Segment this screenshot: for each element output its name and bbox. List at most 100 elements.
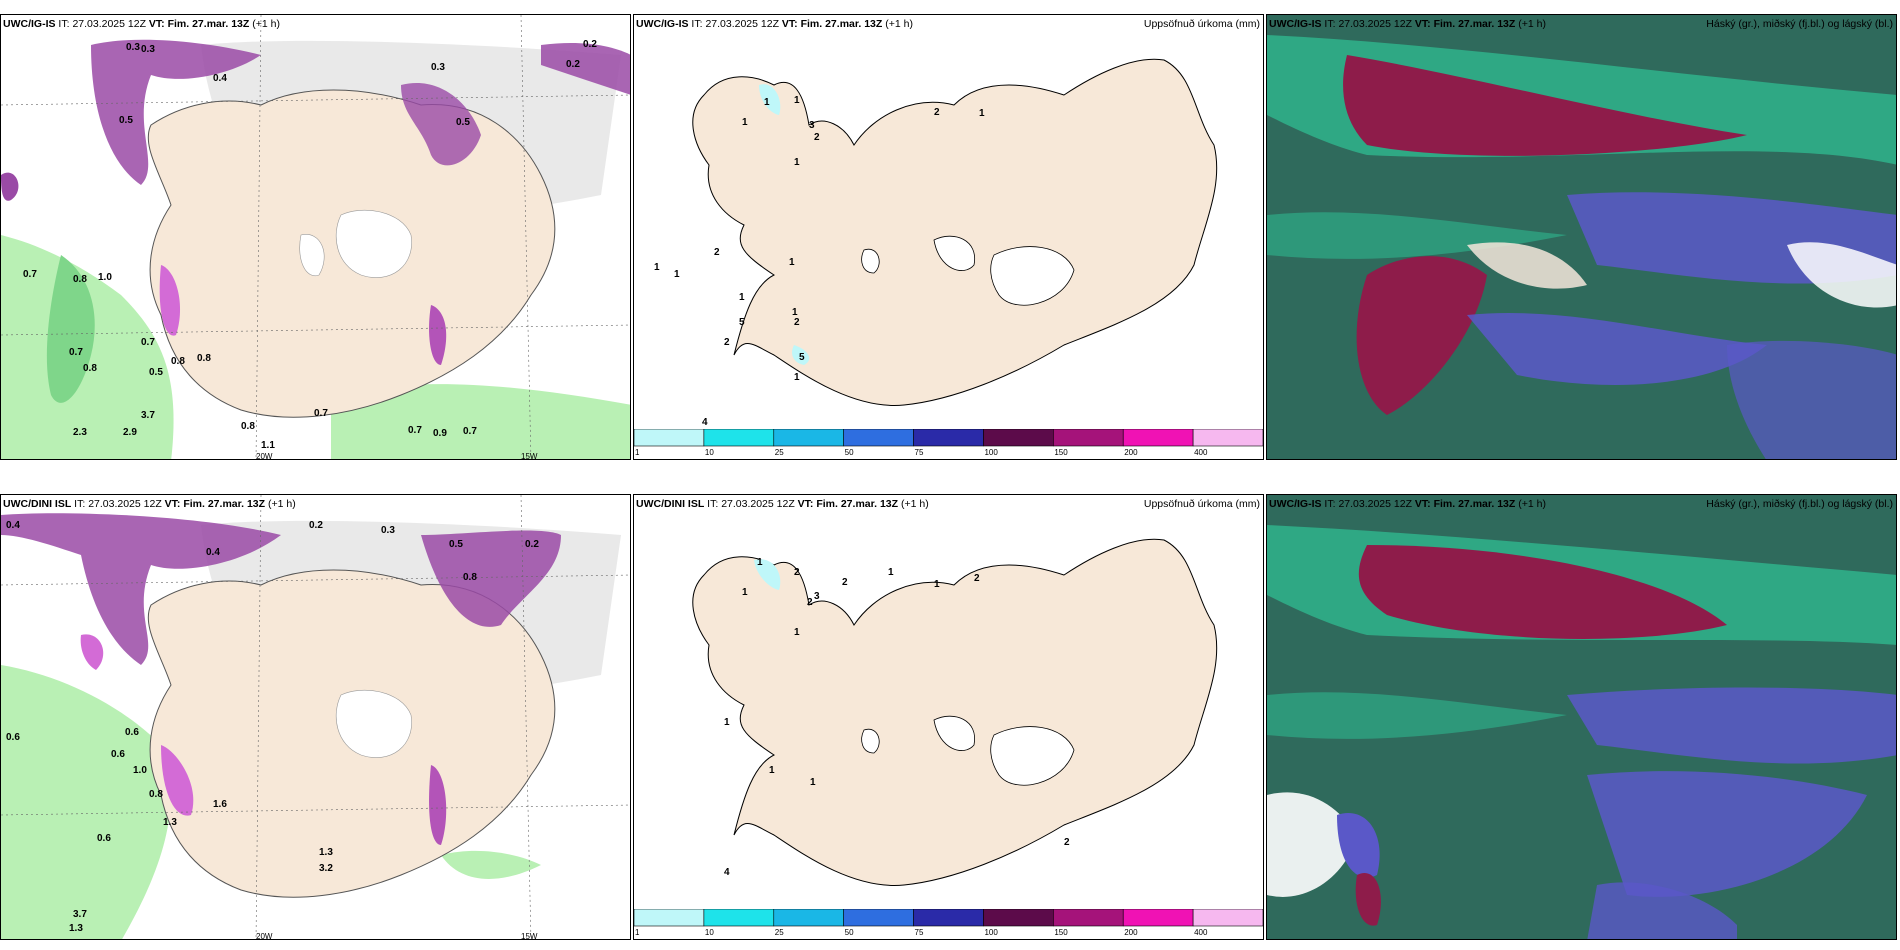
precip-number: 2	[807, 597, 813, 608]
colorbar-swatch	[983, 429, 1054, 447]
colorbar-tick: 200	[1124, 448, 1138, 457]
value-label: 0.8	[171, 356, 185, 367]
value-label: 3.7	[141, 410, 155, 421]
value-label: 1.3	[163, 817, 177, 828]
precip-number: 1	[934, 579, 940, 590]
colorbar-tick: 1	[635, 928, 640, 937]
panel-title: UWC/DINI ISL IT: 27.03.2025 12Z VT: Fim.…	[636, 498, 929, 510]
value-label: 0.6	[97, 833, 111, 844]
precip-number: 1	[674, 269, 680, 280]
value-label: 0.3	[141, 44, 155, 55]
value-label: 0.2	[566, 59, 580, 70]
value-label: 0.5	[119, 115, 133, 126]
lon-label: 20W	[256, 452, 273, 460]
lon-label: 20W	[256, 932, 273, 940]
value-label: 1.0	[133, 765, 147, 776]
panel-variable-label: Uppsöfnuð úrkoma (mm)	[1143, 18, 1260, 30]
colorbar-tick: 10	[705, 448, 714, 457]
precip-number: 2	[724, 337, 730, 348]
value-label: 0.9	[433, 428, 447, 439]
colorbar-tick: 75	[915, 448, 924, 457]
colorbar-swatch	[773, 429, 844, 447]
colorbar-tick: 200	[1124, 928, 1138, 937]
colorbar-tick: 100	[984, 448, 998, 457]
value-label: 0.6	[111, 749, 125, 760]
colorbar-tick: 75	[915, 928, 924, 937]
colorbar-tick: 50	[845, 448, 854, 457]
panel-snow-dini: 0.4 0.2 0.3 0.4 0.2 0.5 0.8 0.6 0.6 0.6 …	[0, 494, 631, 940]
value-label: 0.8	[83, 363, 97, 374]
precip-number: 2	[714, 247, 720, 258]
colorbar-swatch	[1122, 429, 1194, 447]
panel-snow-ig: 0.3 0.3 0.4 0.2 0.2 0.3 0.5 0.7 0.8 1.0 …	[0, 14, 631, 460]
colorbar-tick: 400	[1194, 928, 1208, 937]
colorbar-swatch	[913, 909, 984, 927]
panel-precip-ig: 1 1 1 3 2 1 2 1 2 1 1 1 1 1 5 2 2 5 1 4 …	[633, 14, 1264, 460]
panel-variable-label: Háský (gr.), miðský (fj.bl.) og lágský (…	[1706, 18, 1893, 30]
precip-number: 1	[724, 717, 730, 728]
precip-number: 4	[724, 867, 730, 878]
value-label: 0.7	[408, 425, 422, 436]
value-label: 0.3	[381, 525, 395, 536]
precip-number: 1	[888, 567, 894, 578]
map-precip-ig: 1 1 1 3 2 1 2 1 2 1 1 1 1 1 5 2 2 5 1 4	[654, 58, 1218, 428]
precip-number: 1	[810, 777, 816, 788]
value-label: 1.1	[261, 440, 275, 451]
precip-number: 1	[654, 262, 660, 273]
panel-precip-dini: 1 2 1 2 2 1 1 1 2 3 1 1 1 2 4 UWC/DINI I…	[633, 494, 1264, 940]
value-label: 0.6	[125, 727, 139, 738]
value-label: 0.8	[73, 274, 87, 285]
colorbar-tick: 25	[775, 448, 784, 457]
value-label: 1.6	[213, 799, 227, 810]
colorbar: 1 10 25 50 75 100 150 200 400	[634, 909, 1263, 937]
value-label: 2.9	[123, 427, 137, 438]
value-label: 0.5	[456, 117, 470, 128]
precip-number: 2	[814, 132, 820, 143]
value-label: 1.3	[69, 923, 83, 934]
colorbar-swatch	[843, 909, 914, 927]
colorbar-swatch	[634, 429, 705, 447]
map-clouds-dini	[1267, 495, 1896, 939]
precip-number: 5	[739, 317, 745, 328]
value-label: 0.7	[314, 408, 328, 419]
value-label: 0.7	[141, 337, 155, 348]
precip-number: 1	[739, 292, 745, 303]
value-label: 3.2	[319, 863, 333, 874]
lon-label: 15W	[521, 452, 538, 460]
value-label: 0.2	[583, 39, 597, 50]
precip-number: 4	[702, 417, 708, 428]
colorbar-tick: 150	[1054, 448, 1068, 457]
colorbar-tick: 1	[635, 448, 640, 457]
colorbar-tick: 50	[845, 928, 854, 937]
value-label: 2.3	[73, 427, 87, 438]
colorbar-swatch	[703, 429, 775, 447]
value-label: 1.3	[319, 847, 333, 858]
value-label: 0.7	[69, 347, 83, 358]
colorbar-tick: 150	[1054, 928, 1068, 937]
colorbar-swatch	[1053, 909, 1124, 927]
colorbar: 1 10 25 50 75 100 150 200 400	[634, 429, 1263, 457]
panel-clouds-dini: UWC/IG-IS IT: 27.03.2025 12Z VT: Fim. 27…	[1266, 494, 1897, 940]
value-label: 0.3	[126, 42, 140, 53]
colorbar-tick: 100	[984, 928, 998, 937]
value-label: 0.4	[6, 520, 20, 531]
colorbar-swatch	[913, 429, 984, 447]
panel-clouds-ig: UWC/IG-IS IT: 27.03.2025 12Z VT: Fim. 27…	[1266, 14, 1897, 460]
panel-variable-label: Háský (gr.), miðský (fj.bl.) og lágský (…	[1706, 498, 1893, 510]
map-precip-dini: 1 2 1 2 2 1 1 1 2 3 1 1 1 2 4	[692, 538, 1218, 886]
lon-label: 15W	[521, 932, 538, 940]
value-label: 1.0	[98, 272, 112, 283]
precip-number: 2	[794, 317, 800, 328]
precip-number: 1	[794, 157, 800, 168]
precip-number: 1	[742, 117, 748, 128]
precip-number: 1	[794, 627, 800, 638]
precip-number: 2	[934, 107, 940, 118]
precip-number: 2	[842, 577, 848, 588]
value-label: 0.2	[525, 539, 539, 550]
precip-number: 1	[979, 108, 985, 119]
value-label: 0.4	[206, 547, 220, 558]
map-snow-ig: 0.3 0.3 0.4 0.2 0.2 0.3 0.5 0.7 0.8 1.0 …	[1, 15, 630, 460]
value-label: 0.6	[6, 732, 20, 743]
value-label: 0.4	[213, 73, 227, 84]
colorbar-swatch	[634, 909, 705, 927]
